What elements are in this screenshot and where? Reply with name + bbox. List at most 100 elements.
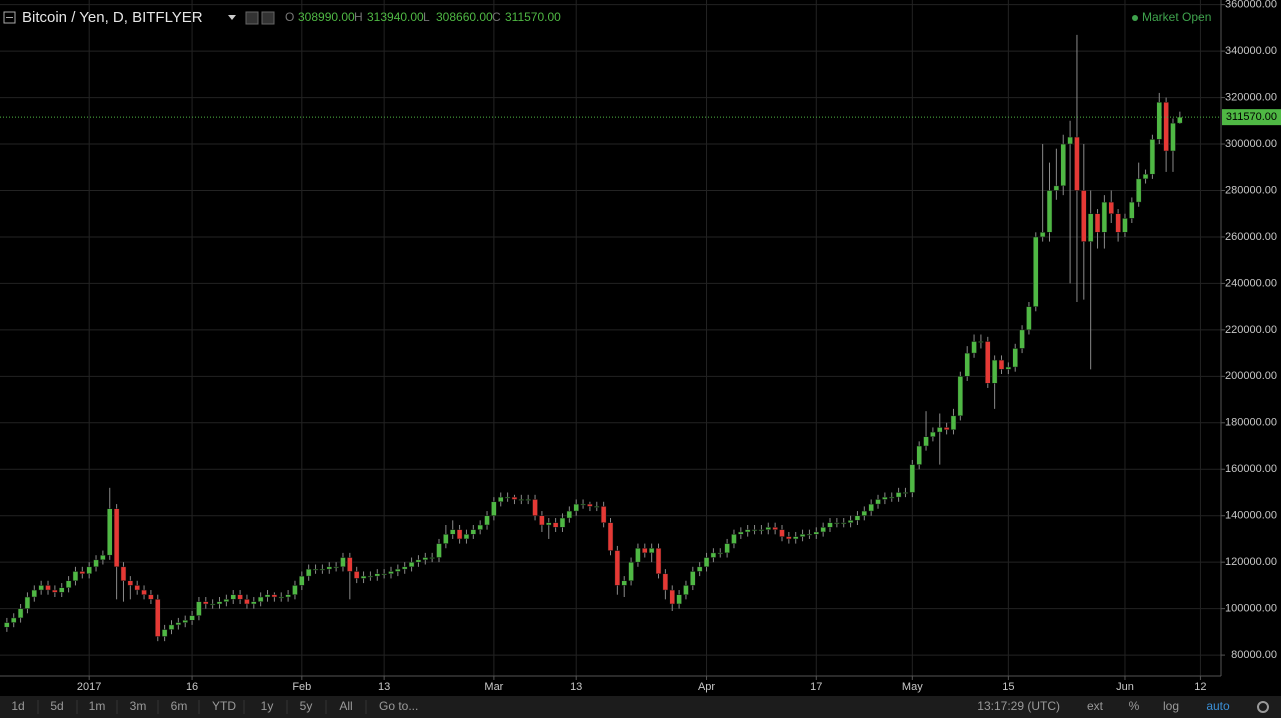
candle-body — [532, 499, 538, 516]
candle-body — [1094, 213, 1101, 233]
candle-body — [559, 517, 566, 528]
range-button[interactable]: All — [339, 699, 352, 713]
x-tick-label: 17 — [810, 681, 822, 693]
option-button[interactable]: % — [1129, 699, 1140, 713]
candle-body — [943, 427, 950, 431]
toolbar — [0, 696, 1281, 718]
collapse-button[interactable] — [3, 11, 16, 24]
candle-body — [1026, 306, 1032, 331]
candle-body — [600, 506, 607, 523]
candle-body — [107, 508, 113, 556]
candle-body — [511, 496, 518, 500]
x-tick-label: May — [902, 681, 923, 693]
candle-body — [182, 619, 188, 623]
y-tick-label: 140000.00 — [1225, 510, 1277, 522]
x-tick-label: 2017 — [77, 681, 101, 693]
candle-body — [504, 496, 511, 499]
candle-body — [950, 415, 957, 431]
candle-body — [1115, 213, 1121, 233]
goto-button[interactable]: Go to... — [379, 699, 418, 713]
last-price-label: 311570.00 — [1226, 111, 1277, 123]
ohlc-key: L — [423, 10, 430, 24]
market-status: Market Open — [1142, 10, 1211, 24]
candle-body — [765, 527, 772, 530]
range-button[interactable]: 1m — [89, 699, 106, 713]
candle-body — [998, 359, 1005, 370]
candle-body — [127, 580, 134, 586]
range-button[interactable]: 5d — [50, 699, 63, 713]
y-tick-label: 120000.00 — [1225, 556, 1277, 568]
y-tick-label: 200000.00 — [1225, 370, 1277, 382]
candle-body — [1060, 143, 1066, 187]
candle-body — [635, 547, 641, 563]
candle-body — [86, 566, 92, 575]
candle-body — [209, 603, 216, 606]
candle-body — [854, 515, 861, 521]
ohlc-key: H — [354, 10, 363, 24]
candle-body — [662, 573, 669, 591]
candle-body — [786, 536, 792, 540]
candle-body — [72, 571, 79, 582]
candle-body — [621, 580, 627, 586]
candle-body — [401, 566, 408, 570]
option-button[interactable]: auto — [1206, 699, 1230, 713]
candle-body — [141, 589, 147, 595]
candle-body — [840, 522, 847, 524]
range-button[interactable]: 1y — [261, 699, 274, 713]
candle-body — [155, 599, 161, 637]
candle-body — [539, 515, 545, 526]
candle-body — [65, 580, 72, 588]
candle-body — [1033, 236, 1039, 307]
candle-body — [113, 508, 120, 568]
candle-body — [1101, 201, 1108, 233]
candle-body — [491, 501, 497, 516]
candle-body — [1142, 173, 1149, 180]
range-button[interactable]: 5y — [300, 699, 313, 713]
option-button[interactable]: log — [1163, 699, 1179, 713]
y-tick-label: 100000.00 — [1225, 603, 1277, 615]
candle-body — [79, 571, 86, 575]
candle-body — [470, 529, 477, 535]
candle-body — [408, 561, 415, 568]
x-tick-label: Mar — [484, 681, 503, 693]
candle-body — [1053, 185, 1060, 191]
candle-body — [1074, 136, 1080, 191]
symbol-dropdown[interactable] — [228, 15, 236, 20]
candle-body — [813, 531, 820, 535]
candle-body — [690, 571, 696, 586]
toolbar-items: 1d 5d 1m 3m 6m YTD 1y 5y All Go to... 13:17:29 (UT… — [11, 699, 1269, 714]
candle-body — [971, 341, 977, 354]
candle-body — [744, 529, 751, 533]
candle-body — [230, 594, 236, 600]
range-button[interactable]: 6m — [171, 699, 188, 713]
candle-body — [655, 547, 662, 575]
candle-body — [861, 510, 868, 516]
candles — [0, 34, 1221, 642]
ohlc-key: C — [492, 10, 501, 24]
candle-body — [38, 585, 44, 591]
y-tick-label: 300000.00 — [1225, 138, 1277, 150]
candle-body — [148, 594, 154, 600]
range-button[interactable]: YTD — [212, 699, 236, 713]
candle-body — [285, 594, 291, 598]
candle-body — [683, 585, 689, 595]
candle-body — [724, 543, 730, 554]
candle-body — [93, 559, 99, 568]
symbol-title[interactable]: Bitcoin / Yen, D, BITFLYER — [22, 9, 203, 26]
settings-gear[interactable] — [1257, 701, 1269, 713]
x-tick-label: 13 — [570, 681, 582, 693]
option-button[interactable]: ext — [1087, 699, 1104, 713]
range-button[interactable]: 1d — [11, 699, 24, 713]
candle-body — [10, 617, 17, 623]
candle-body — [696, 566, 703, 572]
candle-body — [1067, 136, 1073, 145]
candle-body — [847, 520, 854, 523]
candle-body — [237, 594, 243, 600]
settings-icon[interactable] — [245, 11, 259, 25]
settings-icon[interactable] — [261, 11, 275, 25]
candle-body — [964, 352, 970, 377]
candle-body — [902, 492, 909, 494]
range-button[interactable]: 3m — [130, 699, 147, 713]
